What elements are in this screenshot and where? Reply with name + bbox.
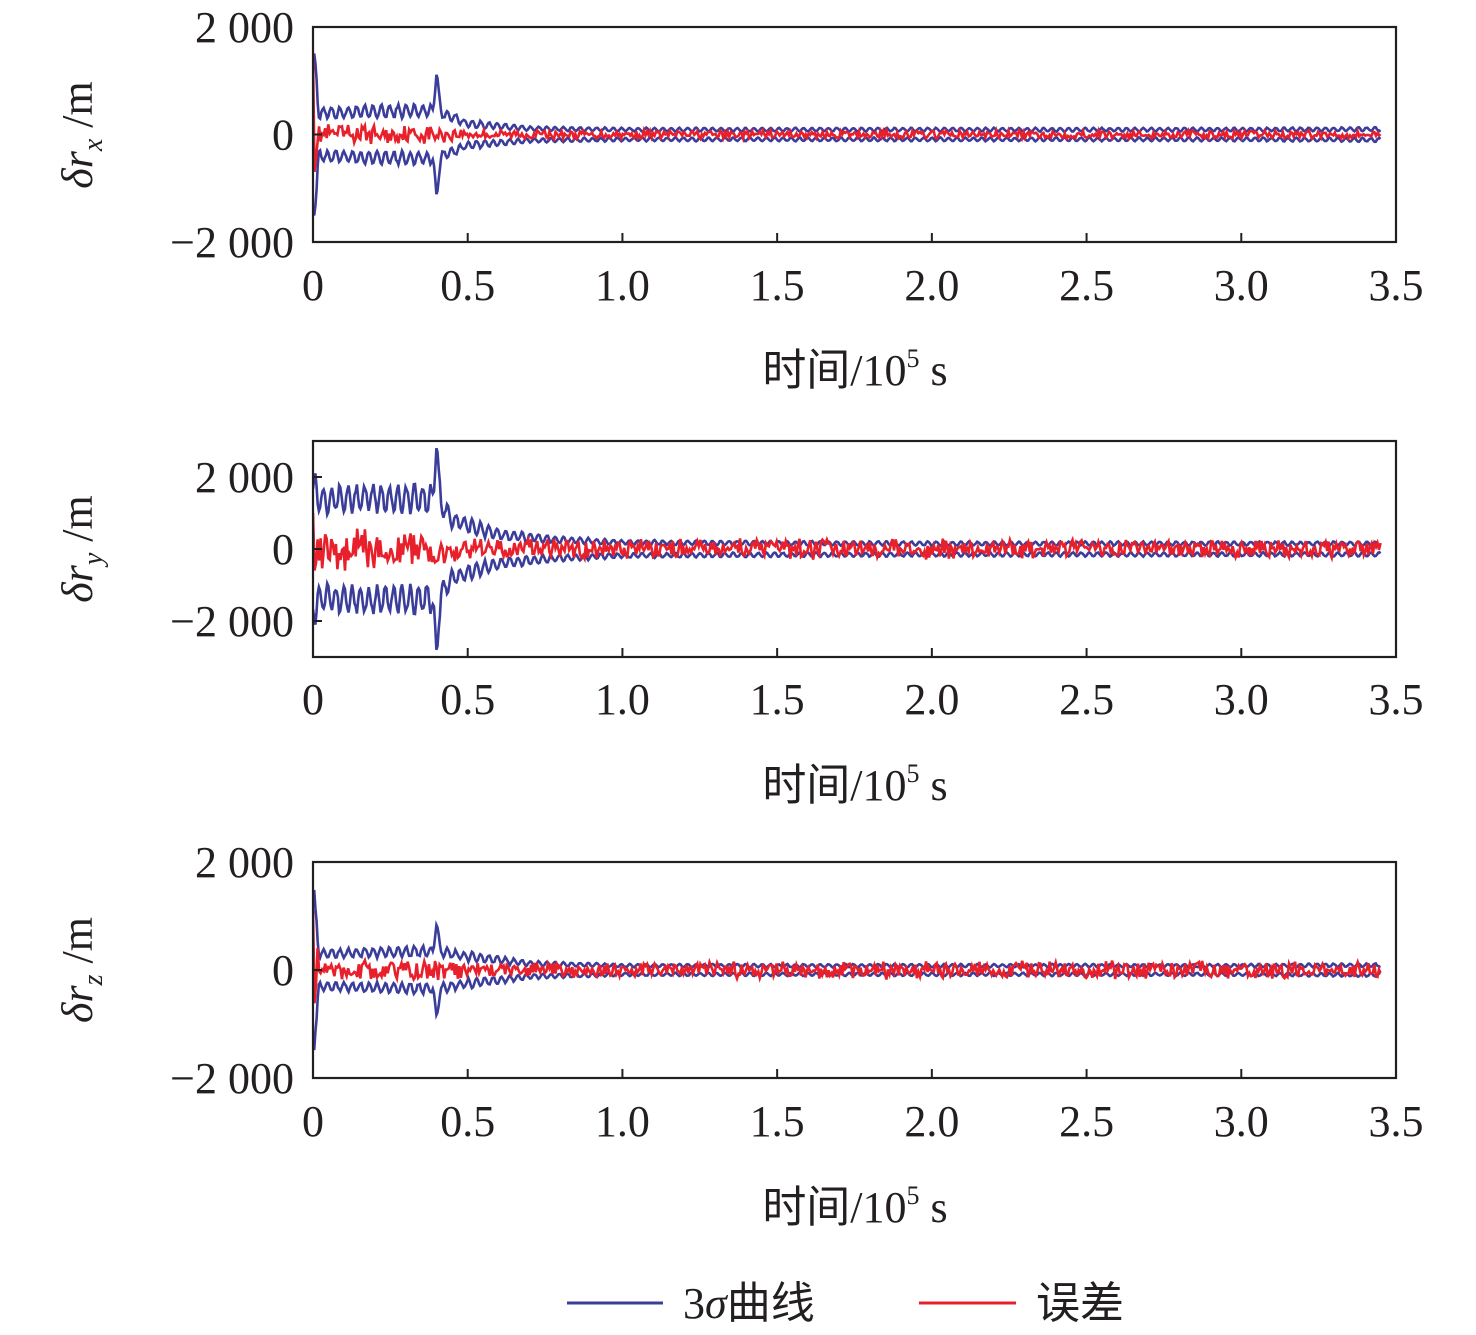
x-tick-label: 3.0 <box>1214 261 1269 310</box>
sigma-upper-line <box>313 889 1381 970</box>
legend: 3σ曲线 误差 <box>567 1279 1124 1328</box>
x-tick-label: 0 <box>302 261 324 310</box>
x-tick-label: 0 <box>302 1097 324 1146</box>
y-tick-label: 0 <box>272 111 294 160</box>
x-tick-label: 1.5 <box>750 261 805 310</box>
y-tick-label: 2 000 <box>195 838 294 887</box>
legend-item-sigma: 3σ曲线 <box>567 1279 815 1328</box>
y-tick-label: −2 000 <box>170 597 294 646</box>
error-line <box>313 512 1382 571</box>
sigma-lower-line <box>313 970 1381 1051</box>
y-axis-title: δrz /m <box>53 917 109 1023</box>
x-tick-label: 3.0 <box>1214 675 1269 724</box>
x-tick-label: 3.5 <box>1369 261 1424 310</box>
x-tick-label: 0.5 <box>440 675 495 724</box>
y-axis-title: δrx /m <box>53 81 109 188</box>
plot-area-ry <box>313 447 1382 651</box>
y-tick-label: 0 <box>272 946 294 995</box>
y-axis-title: δry /m <box>53 495 109 602</box>
x-tick-label: 3.5 <box>1369 1097 1424 1146</box>
x-axis-title: 时间/105 s <box>762 344 947 395</box>
y-tick-label: 2 000 <box>195 3 294 52</box>
sigma-lower-line <box>313 550 1382 651</box>
y-tick-label: 2 000 <box>195 453 294 502</box>
x-tick-label: 2.5 <box>1059 675 1114 724</box>
x-axis-title: 时间/105 s <box>762 1181 947 1232</box>
x-tick-label: 1.0 <box>595 261 650 310</box>
sigma-upper-line <box>313 53 1382 134</box>
legend-item-error: 误差 <box>919 1279 1124 1328</box>
x-tick-label: 1.0 <box>595 675 650 724</box>
x-tick-label: 1.5 <box>750 675 805 724</box>
x-axis-title: 时间/105 s <box>762 759 947 810</box>
error-line <box>313 53 1382 172</box>
x-tick-label: 1.5 <box>750 1097 805 1146</box>
x-tick-label: 0 <box>302 675 324 724</box>
sigma-upper-line <box>313 447 1382 548</box>
legend-label: 误差 <box>1036 1279 1124 1328</box>
plot-area-rx <box>313 53 1382 216</box>
x-tick-label: 2.0 <box>904 1097 959 1146</box>
y-tick-label: −2 000 <box>170 1054 294 1103</box>
y-tick-label: 0 <box>272 525 294 574</box>
x-tick-label: 3.5 <box>1369 675 1424 724</box>
error-line <box>313 910 1382 1004</box>
x-tick-label: 2.0 <box>904 675 959 724</box>
x-tick-label: 0.5 <box>440 261 495 310</box>
sigma-lower-line <box>313 135 1382 216</box>
x-tick-label: 3.0 <box>1214 1097 1269 1146</box>
legend-label: 3σ曲线 <box>683 1279 815 1328</box>
x-tick-label: 1.0 <box>595 1097 650 1146</box>
y-tick-label: −2 000 <box>170 218 294 267</box>
x-tick-label: 2.5 <box>1059 261 1114 310</box>
plot-area-rz <box>313 889 1382 1051</box>
x-tick-label: 2.0 <box>904 261 959 310</box>
x-tick-label: 0.5 <box>440 1097 495 1146</box>
x-tick-label: 2.5 <box>1059 1097 1114 1146</box>
